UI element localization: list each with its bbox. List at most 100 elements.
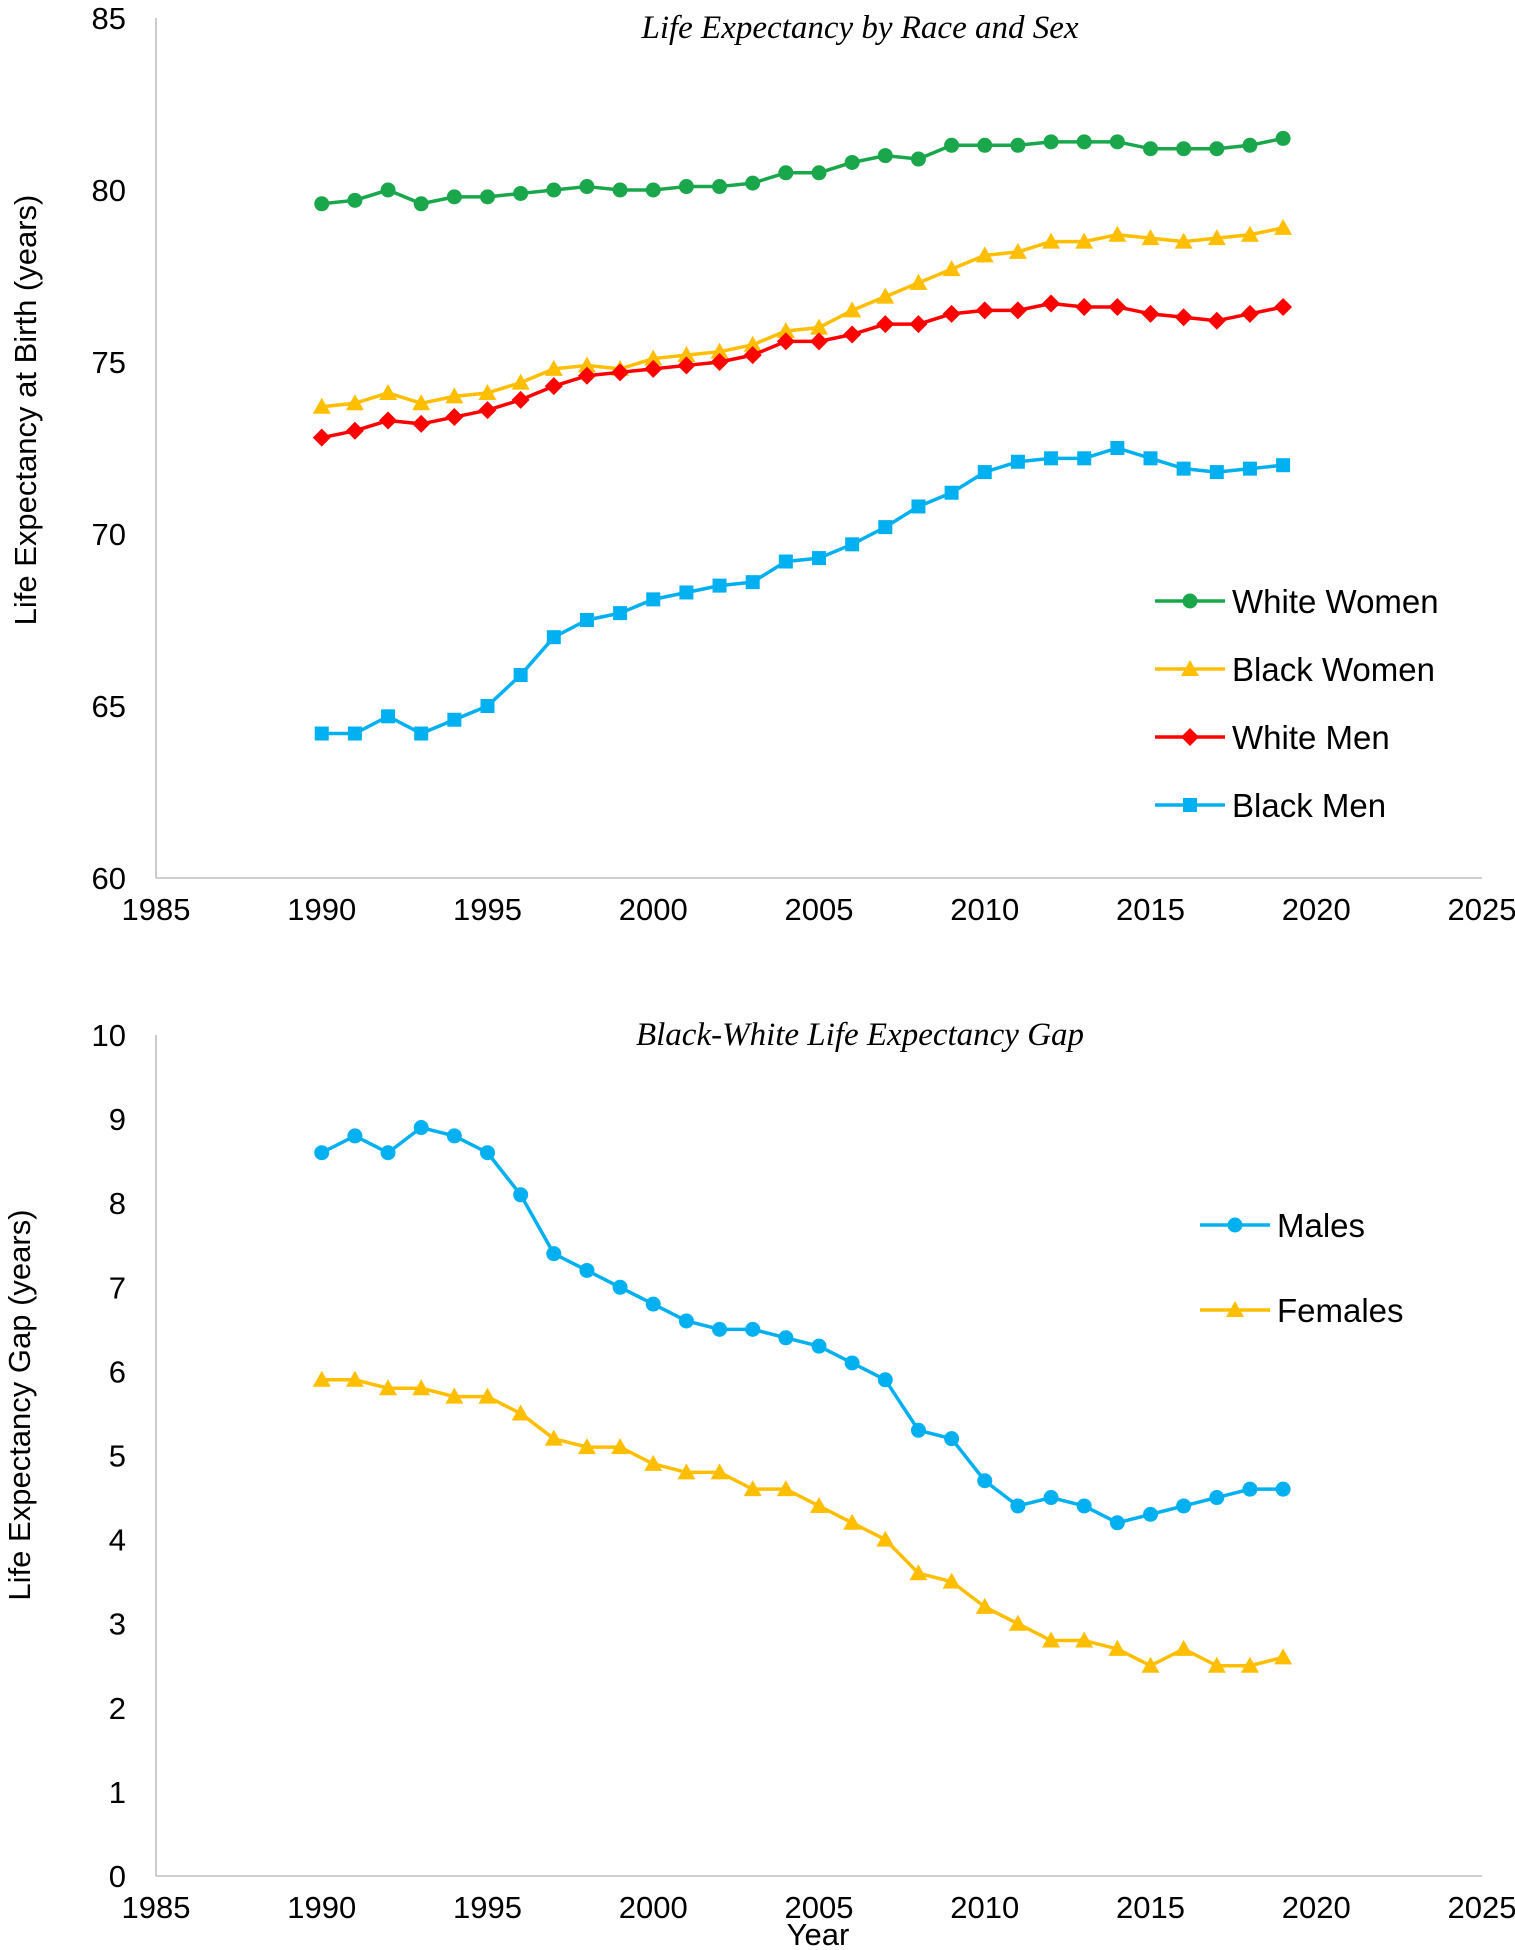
data-point: [942, 1572, 961, 1589]
y-tick-label: 9: [109, 1102, 126, 1137]
data-point: [1207, 311, 1226, 330]
data-point: [544, 377, 563, 396]
data-point: [877, 148, 893, 164]
data-point: [345, 1370, 364, 1387]
data-point: [845, 537, 860, 552]
y-tick-labels: 0 1 2 3 4 5 6 7 8 9 10: [92, 1018, 126, 1894]
data-point: [743, 335, 762, 352]
data-point: [546, 1246, 562, 1262]
data-point: [513, 185, 529, 201]
data-point: [379, 1379, 398, 1396]
data-point: [1010, 137, 1026, 153]
data-point: [843, 1513, 862, 1530]
data-point: [712, 578, 727, 593]
data-point: [876, 287, 895, 304]
legend-label: Black Women: [1232, 651, 1435, 688]
data-point: [910, 1422, 926, 1438]
y-tick-label: 0: [109, 1859, 126, 1894]
legend-item-males: Males: [1200, 1207, 1365, 1244]
legend-label: White Men: [1232, 719, 1390, 756]
data-point: [745, 1321, 761, 1337]
data-point: [844, 1355, 860, 1371]
x-tick-label: 1990: [287, 1890, 356, 1925]
data-point: [445, 408, 464, 427]
series-group: [312, 130, 1293, 741]
data-point: [844, 154, 860, 170]
data-point: [1141, 1656, 1160, 1673]
data-point: [480, 699, 495, 713]
data-point: [412, 1379, 431, 1396]
data-point: [546, 630, 561, 645]
data-point: [977, 137, 993, 153]
x-tick-label: 2025: [1448, 892, 1515, 927]
data-point: [544, 1429, 563, 1446]
data-point: [414, 726, 429, 741]
data-point: [447, 712, 462, 727]
data-point: [312, 428, 331, 447]
data-point: [1075, 232, 1094, 249]
data-point: [843, 325, 862, 344]
data-point: [577, 1438, 596, 1455]
data-point: [1010, 1498, 1026, 1514]
data-point: [877, 1372, 893, 1388]
data-point: [1143, 1506, 1158, 1522]
data-point: [347, 726, 362, 741]
data-point: [1209, 141, 1225, 157]
y-tick-label: 6: [109, 1354, 126, 1389]
data-point: [810, 332, 828, 351]
x-tick-label: 1985: [122, 1890, 191, 1925]
data-point: [413, 1120, 429, 1136]
data-point: [1242, 1481, 1258, 1497]
data-point: [345, 394, 364, 411]
data-point: [677, 356, 696, 375]
data-point: [678, 1313, 694, 1329]
data-point: [611, 1438, 630, 1455]
data-point: [878, 520, 893, 535]
data-point: [1076, 1498, 1092, 1514]
legend-item-females: Females: [1200, 1292, 1404, 1329]
y-tick-labels: 60 65 70 75 80 85: [92, 1, 126, 896]
data-point: [446, 189, 462, 205]
data-point: [379, 383, 398, 400]
data-point: [679, 585, 694, 600]
data-point: [1275, 1481, 1291, 1497]
data-point: [1276, 458, 1291, 473]
data-point: [478, 401, 497, 420]
data-point: [909, 315, 928, 334]
y-tick-label: 4: [109, 1523, 126, 1558]
legend-marker: [1227, 1217, 1243, 1233]
data-point: [743, 1480, 762, 1497]
data-point: [1043, 134, 1059, 150]
data-point: [1076, 134, 1092, 150]
series-line-black-men: [321, 446, 1284, 736]
data-point: [314, 196, 330, 212]
data-point: [611, 363, 630, 382]
legend-item-black-women: Black Women: [1155, 651, 1435, 688]
data-point: [710, 342, 729, 359]
data-point: [646, 592, 661, 607]
data-point: [1141, 304, 1160, 323]
data-point: [579, 179, 595, 195]
data-point: [1274, 297, 1293, 316]
data-point: [811, 1338, 827, 1354]
series-males: [314, 1120, 1291, 1531]
data-point: [412, 394, 431, 411]
data-point: [776, 322, 795, 339]
x-tick-label: 1995: [453, 1890, 522, 1925]
data-point: [1240, 304, 1259, 323]
legend-label: Females: [1277, 1292, 1404, 1329]
data-point: [1242, 137, 1258, 153]
y-tick-label: 10: [92, 1018, 126, 1053]
data-point: [1075, 297, 1094, 316]
data-point: [314, 1145, 330, 1161]
data-point: [1042, 232, 1061, 249]
data-point: [347, 1128, 363, 1144]
data-point: [745, 175, 761, 191]
data-point: [511, 1404, 530, 1421]
data-point: [743, 346, 762, 365]
legend-label: Black Men: [1232, 787, 1386, 824]
legend-item-white-men: White Men: [1155, 719, 1390, 756]
data-point: [613, 606, 628, 621]
y-axis-title: Life Expectancy at Birth (years): [8, 195, 43, 626]
